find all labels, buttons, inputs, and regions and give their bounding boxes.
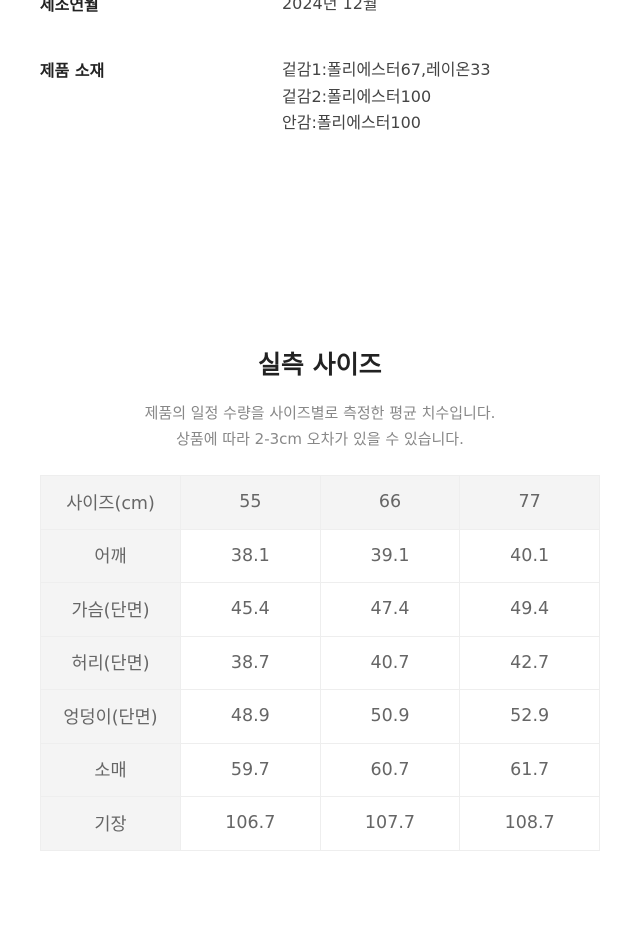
table-cell: 38.7 bbox=[180, 635, 321, 690]
header-cell: 사이즈(cm) bbox=[40, 475, 181, 530]
info-values: 겉감1:폴리에스터67,레이온33 겉감2:폴리에스터100 안감:폴리에스터1… bbox=[282, 57, 491, 137]
table-row: 허리(단면) 38.7 40.7 42.7 bbox=[40, 635, 600, 690]
row-label-cell: 가슴(단면) bbox=[40, 582, 181, 637]
info-value: 겉감2:폴리에스터100 bbox=[282, 86, 432, 106]
table-row: 소매 59.7 60.7 61.7 bbox=[40, 742, 600, 797]
table-cell: 38.1 bbox=[180, 528, 321, 583]
table-cell: 61.7 bbox=[459, 742, 600, 797]
table-cell: 40.7 bbox=[319, 635, 461, 690]
table-cell: 52.9 bbox=[459, 689, 600, 744]
table-cell: 39.1 bbox=[319, 528, 461, 583]
description-line: 상품에 따라 2-3cm 오차가 있을 수 있습니다. bbox=[176, 430, 464, 448]
table-cell: 42.7 bbox=[459, 635, 600, 690]
table-cell: 40.1 bbox=[459, 528, 600, 583]
description-line: 제품의 일정 수량을 사이즈별로 측정한 평균 치수입니다. bbox=[144, 404, 496, 422]
row-label-cell: 엉덩이(단면) bbox=[40, 689, 181, 744]
table-cell: 60.7 bbox=[319, 742, 461, 797]
info-values: 2024년 12월 bbox=[282, 0, 378, 18]
table-row: 가슴(단면) 45.4 47.4 49.4 bbox=[40, 582, 600, 637]
table-cell: 108.7 bbox=[459, 796, 600, 851]
size-section-title: 실측 사이즈 bbox=[258, 350, 382, 379]
header-cell: 77 bbox=[459, 475, 600, 530]
table-cell: 49.4 bbox=[459, 582, 600, 637]
row-label-cell: 어깨 bbox=[40, 528, 181, 583]
table-cell: 48.9 bbox=[180, 689, 321, 744]
table-cell: 45.4 bbox=[180, 582, 321, 637]
info-value: 2024년 12월 bbox=[282, 0, 378, 13]
info-value: 겉감1:폴리에스터67,레이온33 bbox=[282, 60, 491, 79]
row-label-cell: 기장 bbox=[40, 796, 181, 851]
row-label-cell: 소매 bbox=[40, 742, 181, 797]
info-label: 제조연월 bbox=[40, 0, 99, 14]
info-value: 안감:폴리에스터100 bbox=[282, 113, 421, 132]
header-cell: 66 bbox=[319, 475, 461, 530]
size-section-description: 제품의 일정 수량을 사이즈별로 측정한 평균 치수입니다. 상품에 따라 2-… bbox=[0, 400, 640, 452]
row-label-cell: 허리(단면) bbox=[40, 635, 181, 690]
size-table: 사이즈(cm) 55 66 77 어깨 38.1 39.1 40.1 가슴(단면) 45.4 47.… bbox=[40, 475, 600, 851]
table-cell: 106.7 bbox=[180, 796, 321, 851]
table-cell: 50.9 bbox=[319, 689, 461, 744]
table-row: 어깨 38.1 39.1 40.1 bbox=[40, 528, 600, 583]
table-header-row: 사이즈(cm) 55 66 77 bbox=[40, 475, 600, 530]
table-cell: 59.7 bbox=[180, 742, 321, 797]
table-row: 기장 106.7 107.7 108.7 bbox=[40, 796, 600, 851]
table-cell: 107.7 bbox=[319, 796, 461, 851]
info-label: 제품 소재 bbox=[40, 61, 105, 80]
header-cell: 55 bbox=[180, 475, 321, 530]
table-cell: 47.4 bbox=[319, 582, 461, 637]
table-row: 엉덩이(단면) 48.9 50.9 52.9 bbox=[40, 689, 600, 744]
